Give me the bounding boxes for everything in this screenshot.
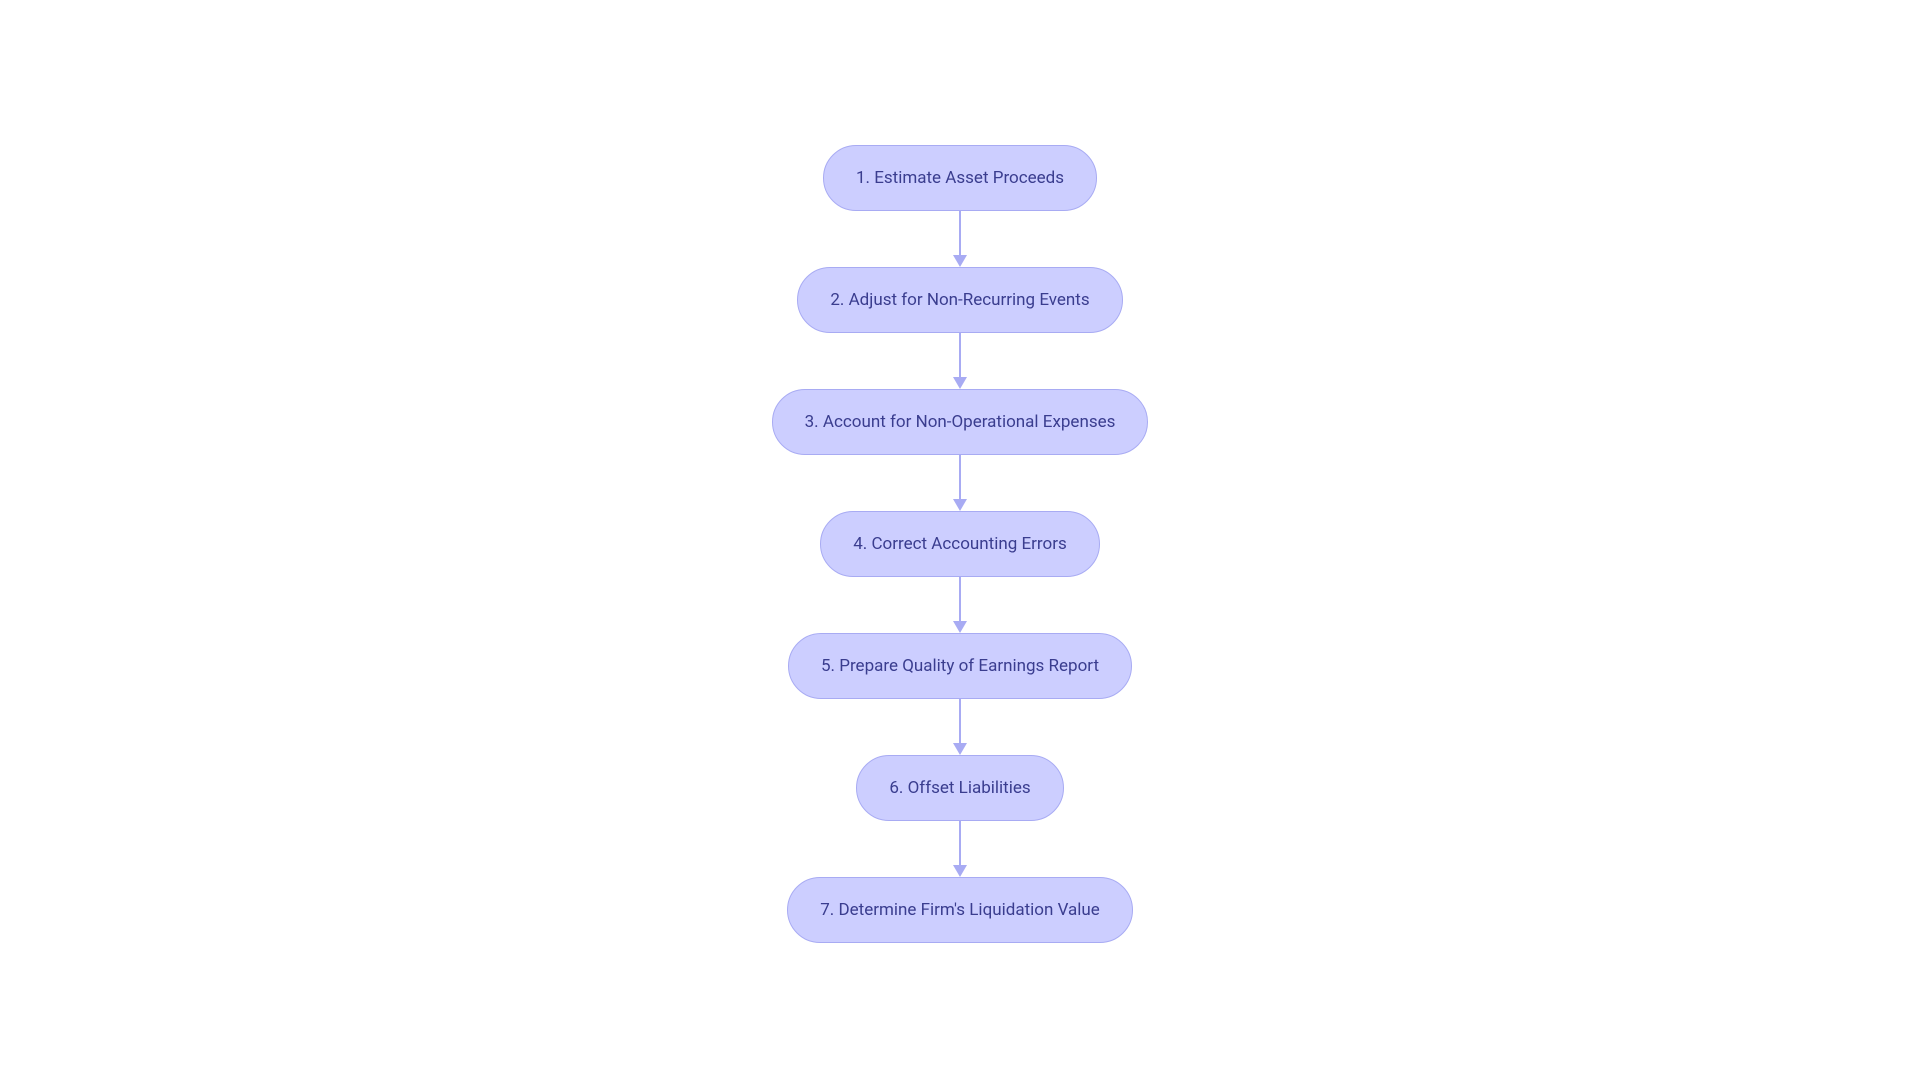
flowchart-node: 7. Determine Firm's Liquidation Value <box>787 877 1133 943</box>
flowchart-node: 5. Prepare Quality of Earnings Report <box>788 633 1132 699</box>
flowchart-container: 1. Estimate Asset Proceeds 2. Adjust for… <box>772 137 1149 943</box>
arrow-down-icon <box>953 865 967 877</box>
flowchart-node: 3. Account for Non-Operational Expenses <box>772 389 1149 455</box>
node-label: 1. Estimate Asset Proceeds <box>856 168 1064 188</box>
flowchart-node: 2. Adjust for Non-Recurring Events <box>797 267 1122 333</box>
node-label: 5. Prepare Quality of Earnings Report <box>821 656 1099 676</box>
arrow-down-icon <box>953 255 967 267</box>
arrow-line <box>959 211 961 255</box>
arrow-line <box>959 699 961 743</box>
arrow-down-icon <box>953 743 967 755</box>
arrow-line <box>959 455 961 499</box>
flowchart-node: 1. Estimate Asset Proceeds <box>823 145 1097 211</box>
node-label: 6. Offset Liabilities <box>889 778 1030 798</box>
arrow-line <box>959 821 961 865</box>
node-label: 2. Adjust for Non-Recurring Events <box>830 290 1089 310</box>
arrow-down-icon <box>953 621 967 633</box>
flowchart-node: 4. Correct Accounting Errors <box>820 511 1100 577</box>
arrow-line <box>959 333 961 377</box>
arrow-line <box>959 577 961 621</box>
node-label: 7. Determine Firm's Liquidation Value <box>820 900 1100 920</box>
node-label: 4. Correct Accounting Errors <box>853 534 1067 554</box>
node-label: 3. Account for Non-Operational Expenses <box>805 412 1116 432</box>
arrow-down-icon <box>953 377 967 389</box>
arrow-down-icon <box>953 499 967 511</box>
flowchart-node: 6. Offset Liabilities <box>856 755 1063 821</box>
